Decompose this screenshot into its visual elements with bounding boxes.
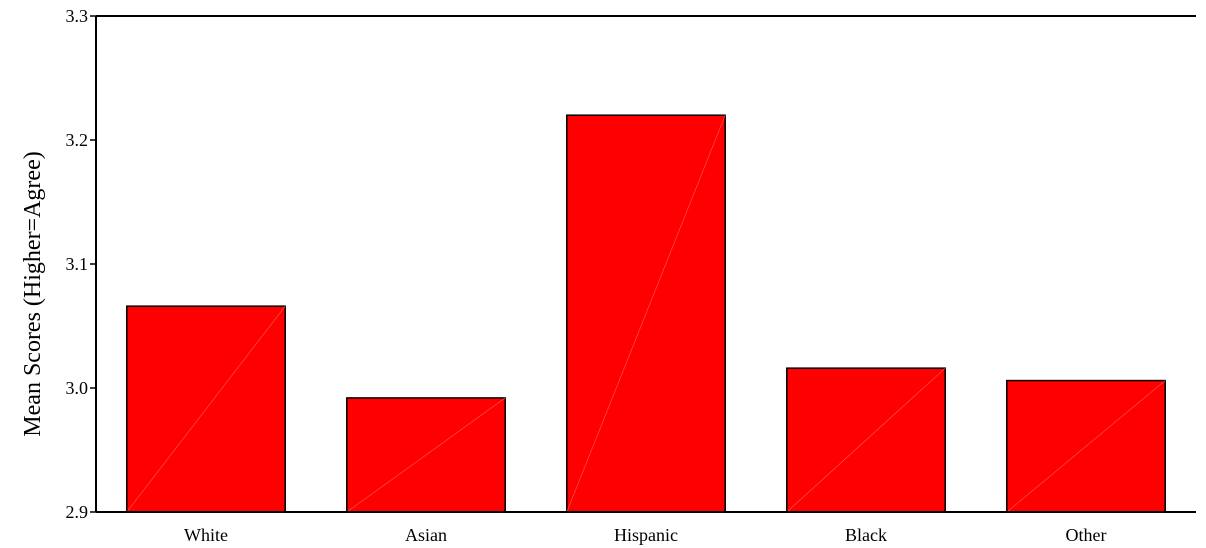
y-tick-label: 3.2 <box>66 130 89 150</box>
bar-diagonal-artifact <box>786 367 946 513</box>
x-labels-group: White Asian Hispanic Black Other <box>184 525 1106 545</box>
y-ticks-group: 2.9 3.0 3.1 3.2 3.3 <box>66 6 96 522</box>
x-tick-label: Asian <box>405 525 447 545</box>
x-tick-label: Black <box>845 525 887 545</box>
bars-group <box>126 114 1166 513</box>
y-tick-label: 2.9 <box>66 502 89 522</box>
bar-diagonal-artifact <box>346 397 506 513</box>
y-tick-label: 3.0 <box>66 378 89 398</box>
y-axis-title: Mean Scores (Higher=Agree) <box>20 151 46 436</box>
x-tick-label: Other <box>1066 525 1107 545</box>
bar-diagonal-artifact <box>1006 380 1166 513</box>
x-tick-label: Hispanic <box>614 525 678 545</box>
y-tick-label: 3.1 <box>66 254 89 274</box>
x-tick-label: White <box>184 525 228 545</box>
y-tick-label: 3.3 <box>66 6 89 26</box>
bar-diagonal-artifact <box>126 305 286 513</box>
bar-diagonal-artifact <box>566 115 726 513</box>
